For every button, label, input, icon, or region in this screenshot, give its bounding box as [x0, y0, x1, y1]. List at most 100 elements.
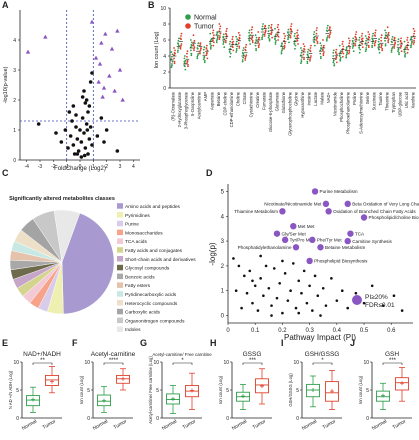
- normal-point: [293, 42, 296, 45]
- normal-point: [319, 57, 322, 60]
- box-plot-title: NAD+/NADH: [23, 351, 61, 358]
- tumor-point: [193, 49, 195, 52]
- category-label: Tumor: [252, 418, 268, 430]
- normal-point: [306, 51, 309, 53]
- tumor-point: [412, 27, 415, 30]
- tumor-point: [368, 36, 371, 39]
- pathway-point: [286, 299, 290, 302]
- significant-point: [109, 46, 115, 51]
- tumor-point: [406, 51, 409, 54]
- tumor-point: [180, 43, 183, 45]
- data-point: [79, 140, 84, 144]
- metabolite-label: Serine: [365, 91, 370, 104]
- normal-point: [281, 47, 284, 49]
- data-point: [75, 152, 80, 156]
- significance-bracket: [242, 362, 263, 365]
- normal-point: [287, 35, 290, 38]
- normal-point: [320, 44, 323, 47]
- pathway-point: [253, 284, 257, 288]
- normal-point: [267, 36, 270, 39]
- pathway-point: [270, 314, 273, 317]
- normal-point: [332, 61, 335, 64]
- legend-label: Fatty esters: [125, 283, 151, 289]
- pathway-label: Phospholipid/choline Biosynthesis: [369, 215, 419, 220]
- tumor-point: [179, 46, 182, 49]
- normal-point: [313, 31, 316, 33]
- tumor-point: [310, 44, 312, 47]
- normal-point: [248, 35, 251, 37]
- tumor-point: [258, 36, 261, 39]
- tumor-point: [315, 32, 318, 35]
- tumor-point: [393, 47, 396, 49]
- tumor-point: [341, 47, 344, 50]
- normal-point: [333, 63, 336, 65]
- category-label: Tumor: [42, 418, 58, 430]
- tumor-point: [231, 38, 234, 41]
- pathway-label: Beta Oxidation of Very Long Chain Fatty …: [352, 202, 419, 207]
- normal-point: [371, 46, 374, 49]
- tumor-point: [406, 39, 408, 41]
- tumor-point: [406, 36, 409, 39]
- normal-point: [242, 49, 245, 52]
- normal-point: [216, 38, 219, 41]
- tumor-point: [335, 53, 338, 56]
- normal-point: [209, 47, 212, 50]
- pathway-point: [370, 284, 374, 288]
- pathway-label: Thiamine Metabolism: [234, 209, 278, 214]
- data-point: [74, 113, 78, 117]
- tumor-point: [219, 32, 222, 35]
- tumor-point: [348, 47, 351, 49]
- normal-point: [358, 51, 361, 54]
- tumor-point: [199, 42, 202, 45]
- normal-point: [178, 37, 180, 40]
- tumor-point: [212, 29, 215, 32]
- normal-point: [178, 44, 180, 47]
- significance-stars: ****: [109, 358, 119, 364]
- tumor-point: [373, 43, 376, 45]
- y-tick-label: 5: [226, 388, 229, 394]
- pathway-label: Met Met: [298, 224, 315, 229]
- tumor-point: [199, 52, 201, 55]
- tumor-point: [367, 44, 370, 47]
- mean-marker: [190, 388, 194, 393]
- legend-label: Pyridinecarboxylic acids: [125, 292, 177, 298]
- data-point: [95, 134, 100, 138]
- y-tick-label: 5: [16, 388, 19, 394]
- tumor-point: [309, 58, 311, 61]
- normal-point: [189, 49, 192, 52]
- x-tick-label: -4: [24, 164, 29, 170]
- y-tick-label: 5: [156, 388, 159, 394]
- normal-point: [215, 41, 218, 44]
- normal-point: [235, 47, 238, 50]
- normal-point: [242, 54, 245, 57]
- significant-point: [93, 55, 99, 60]
- panel-i-box-plot: GSH/GSSG 0 5 10 GSH/GSSG (Log) Normal Tumor *: [288, 351, 342, 432]
- y-tick-label: 10: [153, 360, 159, 366]
- tumor-point: [277, 35, 280, 38]
- pathway-point: [321, 286, 325, 290]
- normal-point: [346, 51, 349, 53]
- pathway-point: [297, 279, 301, 283]
- y-tick-label: 0: [156, 416, 159, 422]
- normal-point: [177, 47, 180, 49]
- significant-point: [112, 88, 117, 93]
- category-label: Normal: [92, 419, 109, 432]
- normal-point: [371, 42, 374, 45]
- mean-marker: [121, 376, 125, 381]
- tumor-point: [283, 46, 286, 49]
- normal-point: [391, 38, 393, 41]
- data-point: [75, 137, 80, 141]
- tumor-point: [237, 31, 240, 34]
- metabolite-label: Glycerophosphocholine: [287, 91, 292, 135]
- pathway-point: [400, 309, 404, 312]
- tumor-point: [193, 41, 195, 44]
- y-tick-label: 0: [13, 158, 16, 164]
- normal-point: [365, 44, 368, 47]
- data-point: [90, 71, 94, 75]
- tumor-point: [380, 36, 383, 39]
- tumor-point: [315, 29, 318, 32]
- normal-point: [385, 31, 387, 34]
- tumor-point: [206, 57, 209, 60]
- pathway-point: [319, 314, 322, 317]
- legend-swatch: [117, 247, 123, 253]
